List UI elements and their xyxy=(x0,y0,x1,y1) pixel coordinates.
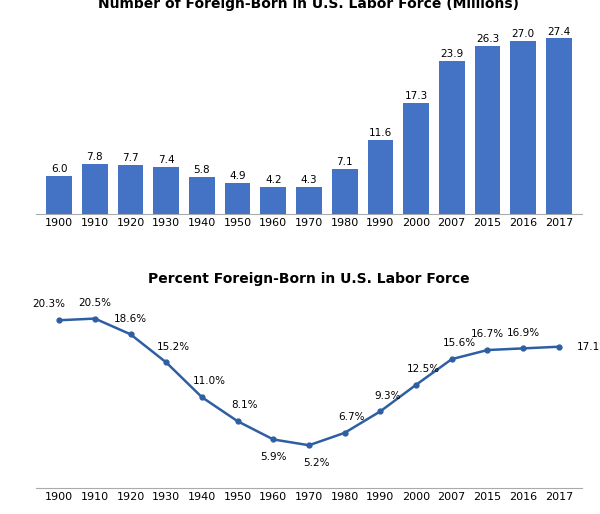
Text: 4.3: 4.3 xyxy=(301,175,317,185)
Text: 7.1: 7.1 xyxy=(337,157,353,167)
Bar xyxy=(403,103,429,214)
Bar xyxy=(154,167,179,214)
Text: 15.2%: 15.2% xyxy=(157,342,190,352)
Text: 11.6: 11.6 xyxy=(369,128,392,138)
Text: 27.0: 27.0 xyxy=(512,29,535,39)
Text: 27.4: 27.4 xyxy=(547,27,571,36)
Text: 5.2%: 5.2% xyxy=(303,457,329,468)
Text: 6.7%: 6.7% xyxy=(338,412,365,422)
Text: 6.0: 6.0 xyxy=(51,164,67,174)
Text: 20.5%: 20.5% xyxy=(79,298,112,308)
Bar xyxy=(296,187,322,214)
Text: 26.3: 26.3 xyxy=(476,33,499,44)
Text: 5.8: 5.8 xyxy=(194,165,210,175)
Text: 17.3: 17.3 xyxy=(404,91,428,101)
Bar xyxy=(189,177,215,214)
Text: 11.0%: 11.0% xyxy=(193,376,226,387)
Text: 16.9%: 16.9% xyxy=(506,327,539,338)
Bar xyxy=(225,182,250,214)
Bar xyxy=(332,169,358,214)
Text: 4.2: 4.2 xyxy=(265,175,281,185)
Bar xyxy=(546,39,572,214)
Text: 7.4: 7.4 xyxy=(158,155,175,165)
Text: 15.6%: 15.6% xyxy=(442,338,475,348)
Bar xyxy=(82,164,108,214)
Text: 20.3%: 20.3% xyxy=(32,300,65,309)
Bar xyxy=(439,61,464,214)
Bar xyxy=(118,165,143,214)
Text: 12.5%: 12.5% xyxy=(407,364,440,374)
Bar xyxy=(475,46,500,214)
Title: Number of Foreign-Born in U.S. Labor Force (Millions): Number of Foreign-Born in U.S. Labor For… xyxy=(98,0,520,11)
Bar xyxy=(260,187,286,214)
Text: 7.8: 7.8 xyxy=(86,152,103,162)
Text: 4.9: 4.9 xyxy=(229,171,246,181)
Bar xyxy=(46,176,72,214)
Text: 18.6%: 18.6% xyxy=(114,314,147,323)
Text: 23.9: 23.9 xyxy=(440,49,463,59)
Text: 8.1%: 8.1% xyxy=(232,400,258,411)
Text: 7.7: 7.7 xyxy=(122,153,139,163)
Bar xyxy=(510,41,536,214)
Text: 17.1%: 17.1% xyxy=(577,342,600,352)
Text: 16.7%: 16.7% xyxy=(471,329,504,339)
Text: 5.9%: 5.9% xyxy=(260,452,287,462)
Title: Percent Foreign-Born in U.S. Labor Force: Percent Foreign-Born in U.S. Labor Force xyxy=(148,272,470,286)
Text: 9.3%: 9.3% xyxy=(374,391,401,400)
Bar xyxy=(368,140,393,214)
